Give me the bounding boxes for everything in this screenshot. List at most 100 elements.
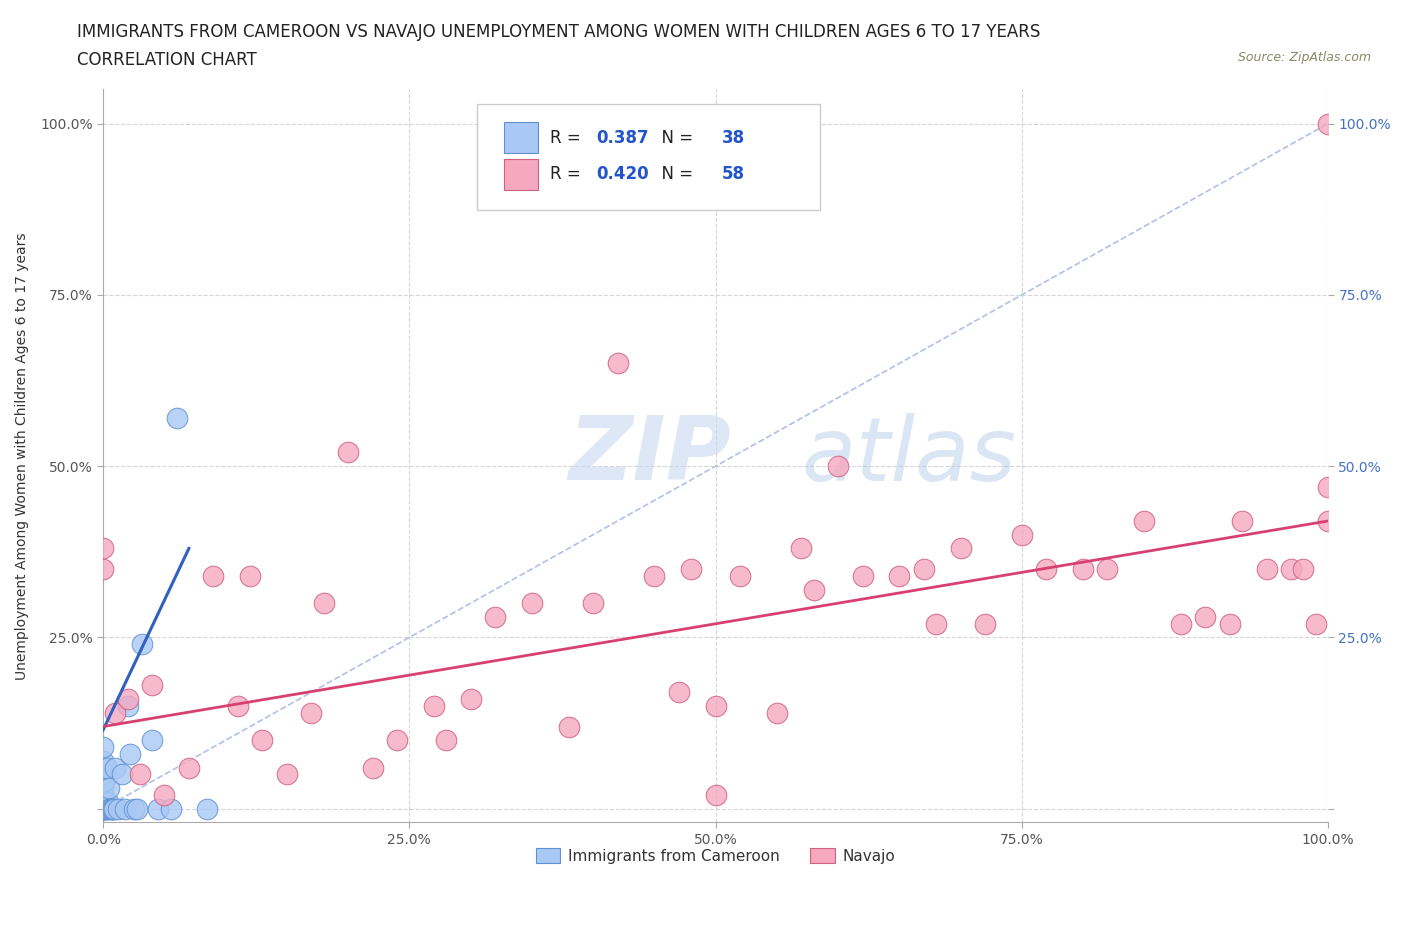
Point — [120, 747, 142, 762]
Point — [117, 698, 139, 713]
Point — [91, 562, 114, 577]
Point — [434, 733, 457, 748]
Point — [460, 692, 482, 707]
Point — [668, 684, 690, 699]
Point — [91, 794, 114, 809]
Text: 58: 58 — [721, 166, 745, 183]
Point — [91, 781, 114, 796]
Point — [91, 802, 114, 817]
Point — [239, 568, 262, 583]
Point — [520, 596, 543, 611]
Point — [949, 541, 972, 556]
Point — [681, 562, 703, 577]
Point — [361, 760, 384, 775]
Point — [827, 458, 849, 473]
Point — [643, 568, 665, 583]
Point — [96, 802, 118, 817]
FancyBboxPatch shape — [477, 104, 820, 210]
Point — [728, 568, 751, 583]
Point — [98, 802, 121, 817]
Point — [100, 802, 122, 817]
Point — [385, 733, 408, 748]
Point — [141, 733, 163, 748]
Point — [97, 794, 120, 809]
Point — [557, 719, 579, 734]
Point — [91, 802, 114, 817]
Point — [1279, 562, 1302, 577]
Point — [91, 541, 114, 556]
Text: N =: N = — [651, 128, 697, 147]
Point — [1292, 562, 1315, 577]
Text: R =: R = — [550, 128, 586, 147]
Text: CORRELATION CHART: CORRELATION CHART — [77, 51, 257, 69]
Point — [104, 760, 127, 775]
Text: 38: 38 — [721, 128, 745, 147]
Point — [148, 802, 170, 817]
Point — [103, 802, 125, 817]
Point — [803, 582, 825, 597]
Point — [1316, 513, 1339, 528]
Point — [925, 617, 948, 631]
Point — [91, 802, 114, 817]
Point — [122, 802, 145, 817]
Point — [1170, 617, 1192, 631]
Point — [114, 802, 136, 817]
Point — [1316, 116, 1339, 131]
Point — [1071, 562, 1094, 577]
Bar — [503, 159, 538, 190]
Point — [131, 637, 153, 652]
Point — [91, 753, 114, 768]
Point — [107, 802, 129, 817]
Point — [91, 767, 114, 782]
Text: IMMIGRANTS FROM CAMEROON VS NAVAJO UNEMPLOYMENT AMONG WOMEN WITH CHILDREN AGES 6: IMMIGRANTS FROM CAMEROON VS NAVAJO UNEMP… — [77, 23, 1040, 41]
Point — [93, 774, 115, 789]
Point — [1097, 562, 1119, 577]
Point — [226, 698, 249, 713]
Text: ZIP: ZIP — [568, 412, 731, 499]
Point — [128, 767, 150, 782]
Point — [765, 705, 787, 720]
Point — [1219, 617, 1241, 631]
Point — [94, 802, 117, 817]
Point — [153, 788, 176, 803]
Legend: Immigrants from Cameroon, Navajo: Immigrants from Cameroon, Navajo — [530, 842, 901, 870]
Point — [101, 802, 124, 817]
Point — [1232, 513, 1254, 528]
Bar — [503, 123, 538, 153]
Point — [606, 356, 628, 371]
Point — [98, 781, 121, 796]
Point — [704, 698, 727, 713]
Point — [100, 802, 122, 817]
Point — [337, 445, 360, 460]
Point — [117, 692, 139, 707]
Point — [704, 788, 727, 803]
Point — [1035, 562, 1057, 577]
Point — [91, 802, 114, 817]
Point — [127, 802, 149, 817]
Point — [166, 411, 188, 426]
Point — [104, 705, 127, 720]
Point — [91, 802, 114, 817]
Point — [423, 698, 446, 713]
Point — [91, 802, 114, 817]
Point — [1133, 513, 1156, 528]
Point — [195, 802, 218, 817]
Point — [202, 568, 225, 583]
Point — [96, 760, 118, 775]
Y-axis label: Unemployment Among Women with Children Ages 6 to 17 years: Unemployment Among Women with Children A… — [15, 232, 30, 680]
Point — [91, 788, 114, 803]
Point — [177, 760, 200, 775]
Point — [1316, 479, 1339, 494]
Point — [110, 767, 132, 782]
Point — [1305, 617, 1327, 631]
Point — [312, 596, 335, 611]
Text: Source: ZipAtlas.com: Source: ZipAtlas.com — [1237, 51, 1371, 64]
Point — [276, 767, 298, 782]
Point — [790, 541, 813, 556]
Point — [889, 568, 911, 583]
Point — [851, 568, 873, 583]
Point — [484, 609, 506, 624]
Point — [582, 596, 605, 611]
Point — [912, 562, 935, 577]
Point — [91, 739, 114, 754]
